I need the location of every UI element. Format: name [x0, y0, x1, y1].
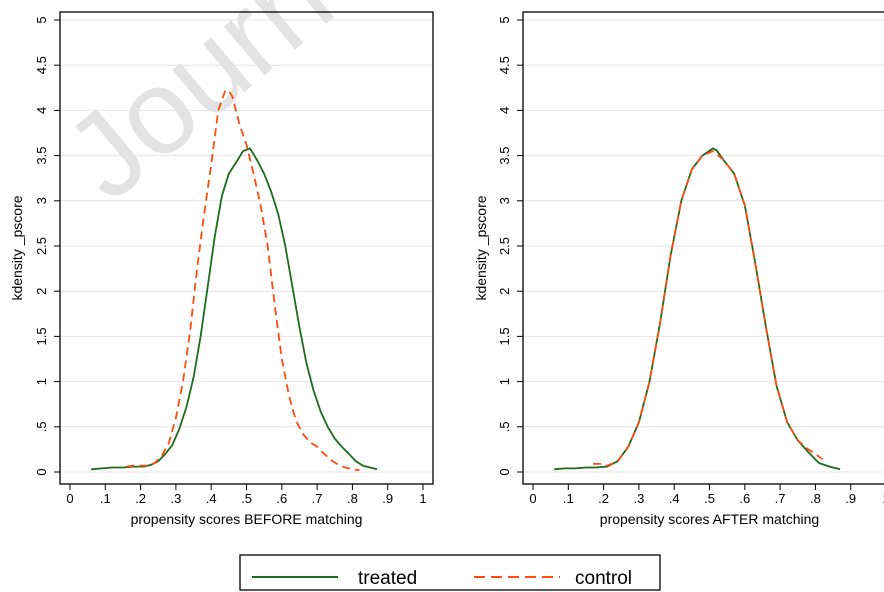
y-tick-label: 1.5: [497, 327, 512, 345]
y-tick-label: 3.5: [497, 147, 512, 165]
x-tick-label: .6: [739, 491, 750, 506]
y-tick-label: 3: [497, 197, 512, 204]
x-tick-label: 0: [529, 491, 536, 506]
x-tick-label: 1: [419, 491, 426, 506]
y-tick-label: 5: [34, 16, 49, 23]
series-line-control: [593, 150, 824, 467]
x-tick-label: .1: [100, 491, 111, 506]
x-tick-label: .1: [563, 491, 574, 506]
legend-control-label: control: [575, 568, 632, 589]
panel-after-matching: 0 .5 1 1.5 2 2.5 3 3.5 4 4.5 5 0 .1 .2 .3 .4 .5 .6 .7 .8 .9 1…: [473, 11, 884, 527]
y-tick-label: 2: [497, 288, 512, 295]
x-tick-label: .3: [170, 491, 181, 506]
x-tick-label: 0: [66, 491, 73, 506]
x-tick-label: .5: [704, 491, 715, 506]
x-tick-label: .7: [312, 491, 323, 506]
legend: treated control: [239, 554, 661, 591]
x-axis-label: propensity scores BEFORE matching: [131, 511, 363, 527]
y-tick-label: .5: [34, 421, 49, 432]
y-axis-label: kdensity _pscore: [9, 195, 25, 300]
y-tick-label: 5: [497, 16, 512, 23]
x-tick-label: .3: [633, 491, 644, 506]
x-tick-label: .6: [276, 491, 287, 506]
legend-box: [239, 554, 661, 591]
x-tick-label: .2: [598, 491, 609, 506]
y-tick-label: 2: [34, 288, 49, 295]
series-line-control: [126, 89, 360, 472]
x-tick-label: .2: [135, 491, 146, 506]
y-tick-label: 4: [497, 107, 512, 114]
watermark: Journ: [41, 0, 357, 225]
panel-before-matching: 0 .5 1 1.5 2 2.5 3 3.5 4 4.5 5 0 .1 .2 .3 .4 .5 .6 .7 .8 .9 1…: [9, 11, 434, 527]
y-tick-label: 0: [497, 468, 512, 475]
x-tick-label: .9: [382, 491, 393, 506]
y-tick-label: 3.5: [34, 147, 49, 165]
x-axis-label: propensity scores AFTER matching: [600, 511, 819, 527]
y-tick-label: 2.5: [34, 237, 49, 255]
y-tick-label: 0: [34, 468, 49, 475]
x-tick-label: .4: [669, 491, 680, 506]
y-tick-label: 1.5: [34, 327, 49, 345]
y-tick-label: 3: [34, 197, 49, 204]
y-axis-label: kdensity _pscore: [473, 195, 489, 300]
legend-treated-label: treated: [358, 568, 417, 589]
y-tick-label: 2.5: [497, 237, 512, 255]
x-tick-label: .8: [347, 491, 358, 506]
series-line-treated: [554, 147, 841, 471]
x-tick-label: 1: [882, 491, 884, 506]
y-tick-label: 4.5: [497, 56, 512, 74]
x-tick-label: .4: [206, 491, 217, 506]
y-tick-label: 4.5: [34, 56, 49, 74]
x-tick-label: .5: [241, 491, 252, 506]
x-tick-label: .7: [775, 491, 786, 506]
y-tick-label: .5: [497, 421, 512, 432]
y-tick-label: 1: [34, 378, 49, 385]
y-tick-label: 4: [34, 107, 49, 114]
x-tick-label: .8: [810, 491, 821, 506]
y-tick-label: 1: [497, 378, 512, 385]
x-tick-label: .9: [845, 491, 856, 506]
plot-frame: [522, 11, 884, 485]
